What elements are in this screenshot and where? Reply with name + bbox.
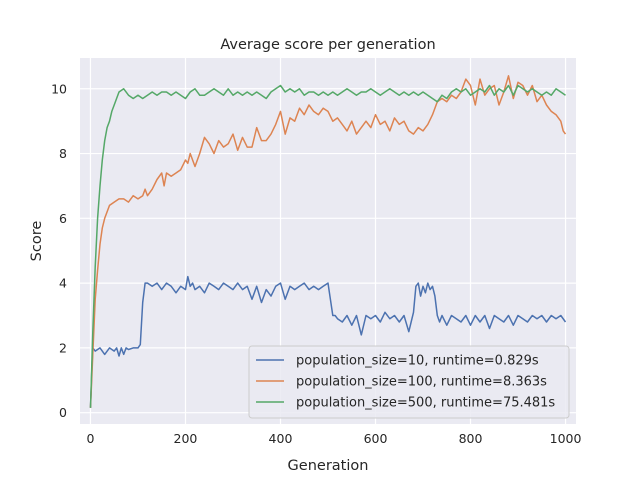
x-tick-label: 800	[459, 431, 483, 446]
y-tick-label: 0	[59, 405, 67, 420]
x-axis-label: Generation	[288, 458, 369, 474]
y-tick-label: 10	[51, 81, 67, 96]
x-tick-label: 200	[174, 431, 198, 446]
x-tick-labels: 0 200 400 600 800 1000	[86, 431, 581, 446]
y-tick-label: 8	[59, 146, 67, 161]
series-layer	[89, 75, 567, 408]
x-tick-label: 0	[86, 431, 94, 446]
y-tick-labels: 0 2 4 6 8 10	[51, 81, 67, 420]
series-line-1	[89, 75, 567, 408]
series-line-0	[89, 275, 567, 408]
y-tick-label: 2	[59, 340, 67, 355]
x-tick-label: 1000	[550, 431, 582, 446]
legend-box	[248, 345, 570, 419]
x-tick-label: 400	[269, 431, 293, 446]
y-axis-label: Score	[29, 221, 45, 262]
y-tick-label: 6	[59, 211, 67, 226]
x-tick-label: 600	[364, 431, 388, 446]
legend: population_size=10, runtime=0.829s popula…	[248, 345, 570, 419]
legend-entry: population_size=500, runtime=75.481s	[296, 396, 555, 411]
series-line-2	[89, 84, 566, 408]
legend-entry: population_size=10, runtime=0.829s	[296, 354, 539, 369]
chart-title: Average score per generation	[220, 37, 435, 53]
legend-entry: population_size=100, runtime=8.363s	[296, 375, 547, 390]
y-tick-label: 4	[59, 276, 67, 291]
